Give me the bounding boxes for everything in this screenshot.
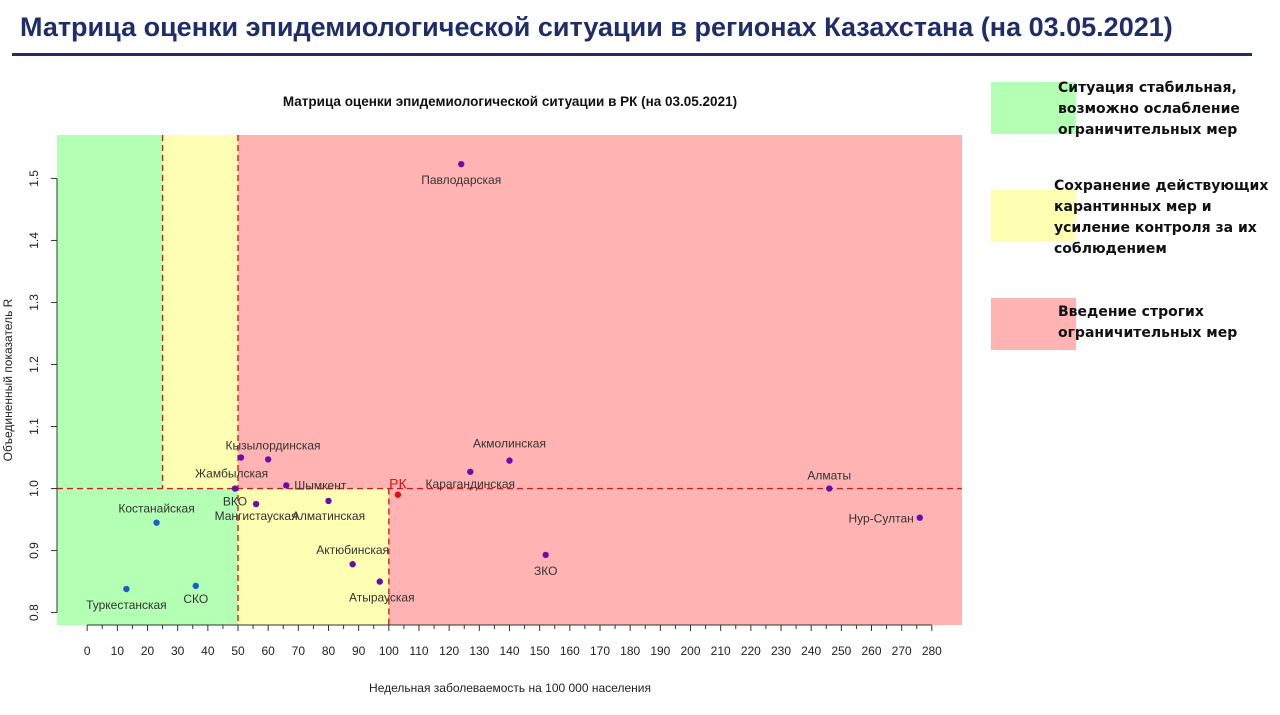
point-label: Жамбылская (195, 466, 268, 480)
data-point-6 (252, 500, 260, 508)
data-point-18 (192, 582, 199, 590)
chart-title: Матрица оценки эпидемиологической ситуац… (283, 94, 737, 109)
x-tick-label: 280 (922, 644, 942, 658)
zone-red (238, 135, 962, 489)
legend-swatch-yellow (991, 190, 1076, 242)
point-label: Алматинская (292, 509, 365, 523)
point-label: Акмолинская (473, 437, 546, 451)
data-point-1 (458, 160, 465, 168)
legend-label-maintain: Сохранение действующих карантинных мер и… (1054, 178, 1269, 257)
y-axis-label: Объединенный показатель R (1, 298, 15, 461)
point-label: ВКО (223, 495, 247, 509)
x-tick-label: 150 (530, 644, 550, 658)
data-point-17 (123, 585, 130, 593)
x-tick-label: 230 (771, 644, 791, 658)
x-tick-label: 120 (439, 644, 459, 658)
x-tick-label: 90 (352, 644, 366, 658)
zone-yellow (162, 135, 238, 489)
legend-swatch-red (991, 298, 1076, 350)
zone-red (388, 488, 962, 625)
legend-swatch-green (991, 82, 1076, 134)
x-tick-label: 250 (831, 644, 851, 658)
legend-label-stable: Ситуация стабильная, возможно ослабление… (1058, 80, 1240, 138)
x-tick-label: 0 (84, 644, 91, 658)
zone-yellow (238, 488, 389, 625)
point-label: РК (389, 476, 407, 492)
x-tick-label: 20 (141, 644, 155, 658)
scatter-chart: 0 10 20 30 40 50 60 70 80 90 100 110 120 130 140 150 160… (1, 94, 962, 695)
point-label: Мангистауская (215, 509, 298, 523)
x-tick-label: 70 (292, 644, 306, 658)
point-label: Павлодарская (421, 173, 501, 187)
data-point-10 (394, 491, 402, 498)
x-axis-label: Недельная заболеваемость на 100 000 насе… (369, 681, 651, 695)
y-tick-label: 1.3 (27, 294, 41, 311)
x-tick-label: 210 (711, 644, 731, 658)
data-point-11 (826, 485, 833, 492)
y-tick-label: 1.2 (27, 356, 41, 373)
point-label: Карагандинская (426, 477, 515, 491)
x-tick-label: 50 (231, 644, 245, 658)
data-point-14 (349, 561, 356, 568)
x-tick-label: 180 (620, 644, 640, 658)
data-point-13 (153, 519, 160, 526)
data-point-2 (237, 454, 245, 461)
y-tick-label: 1.4 (27, 232, 41, 249)
x-tick-label: 190 (650, 644, 670, 658)
x-tick-label: 170 (590, 644, 610, 658)
x-tick-label: 30 (171, 644, 185, 658)
x-tick-label: 110 (409, 644, 428, 658)
y-tick-label: 0.8 (27, 604, 41, 621)
point-label: Шымкент (294, 478, 347, 492)
x-tick-label: 220 (741, 644, 761, 658)
point-label: Туркестанская (86, 598, 167, 612)
data-point-4 (283, 482, 290, 489)
zone-green (57, 488, 238, 625)
y-tick-label: 1.0 (27, 480, 41, 497)
y-tick-label: 1.5 (27, 170, 41, 187)
data-point-3 (264, 456, 272, 463)
x-tick-label: 270 (892, 644, 912, 658)
point-label: Костанайская (118, 502, 194, 516)
x-tick-label: 130 (469, 644, 489, 658)
x-tick-label: 260 (861, 644, 881, 658)
point-label: Алматы (807, 469, 851, 483)
data-point-9 (467, 468, 474, 475)
page-title: Матрица оценки эпидемиологической ситуац… (20, 12, 1173, 42)
point-label: Актюбинская (316, 543, 389, 557)
legend-label-strict: Введение строгих ограничительных мер (1058, 304, 1238, 341)
x-tick-label: 240 (801, 644, 821, 658)
x-tick-label: 100 (379, 644, 399, 658)
x-tick-label: 10 (111, 644, 125, 658)
y-tick-label: 1.1 (27, 418, 41, 435)
data-point-15 (542, 551, 549, 559)
data-point-7 (325, 497, 332, 505)
point-label: СКО (183, 592, 208, 606)
data-point-12 (916, 514, 923, 521)
x-tick-label: 140 (499, 644, 519, 658)
point-label: Кызылординская (226, 439, 321, 453)
x-tick-label: 200 (680, 644, 700, 658)
data-point-16 (376, 578, 383, 585)
point-label: Нур-Султан (848, 512, 913, 526)
y-tick-label: 0.9 (27, 542, 41, 559)
zone-green (57, 135, 163, 489)
x-tick-label: 40 (201, 644, 215, 658)
data-point-5 (231, 485, 239, 492)
point-label: Атырауская (349, 591, 415, 605)
x-tick-label: 160 (560, 644, 580, 658)
title-divider (12, 53, 1252, 56)
x-tick-label: 80 (322, 644, 336, 658)
data-point-8 (506, 457, 513, 464)
point-label: ЗКО (534, 564, 557, 578)
x-tick-label: 60 (261, 644, 275, 658)
